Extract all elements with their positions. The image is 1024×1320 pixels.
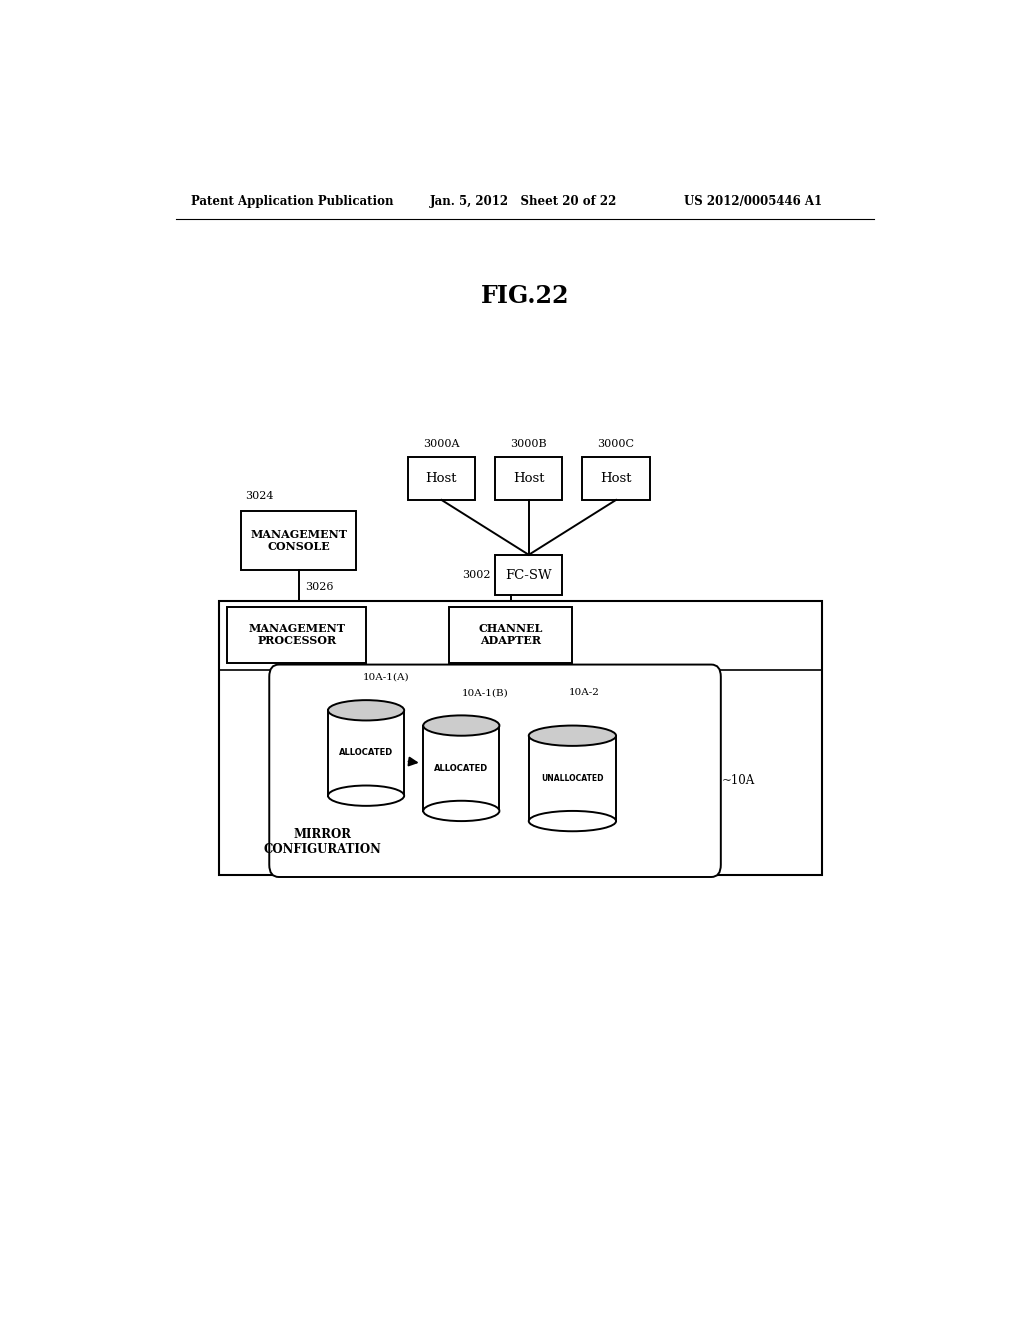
- Text: Patent Application Publication: Patent Application Publication: [191, 194, 394, 207]
- Ellipse shape: [528, 810, 616, 832]
- Text: FIG.22: FIG.22: [480, 284, 569, 308]
- Ellipse shape: [423, 715, 500, 735]
- Text: 3002: 3002: [463, 570, 492, 579]
- Bar: [583, 457, 650, 500]
- Text: ALLOCATED: ALLOCATED: [434, 764, 488, 772]
- Bar: [423, 726, 500, 810]
- Bar: [495, 554, 562, 595]
- Text: 10A-2: 10A-2: [569, 688, 600, 697]
- Text: FC-SW: FC-SW: [506, 569, 552, 582]
- Text: Host: Host: [513, 473, 545, 484]
- Bar: [495, 457, 562, 500]
- Text: 3000C: 3000C: [598, 440, 635, 449]
- Text: CHANNEL
ADAPTER: CHANNEL ADAPTER: [479, 623, 543, 647]
- Bar: [219, 601, 822, 875]
- Text: Jan. 5, 2012   Sheet 20 of 22: Jan. 5, 2012 Sheet 20 of 22: [430, 194, 616, 207]
- Bar: [408, 457, 475, 500]
- Text: US 2012/0005446 A1: US 2012/0005446 A1: [684, 194, 821, 207]
- Text: MANAGEMENT
CONSOLE: MANAGEMENT CONSOLE: [250, 529, 347, 553]
- Text: ALLOCATED: ALLOCATED: [339, 748, 393, 758]
- Text: MIRROR
CONFIGURATION: MIRROR CONFIGURATION: [263, 829, 381, 857]
- Text: Host: Host: [426, 473, 458, 484]
- Ellipse shape: [328, 700, 404, 721]
- Text: 3026: 3026: [305, 582, 334, 593]
- Text: MANAGEMENT
PROCESSOR: MANAGEMENT PROCESSOR: [248, 623, 345, 647]
- Text: Host: Host: [600, 473, 632, 484]
- Text: 3000B: 3000B: [510, 440, 547, 449]
- Bar: [227, 607, 367, 663]
- Text: 10A-1(B): 10A-1(B): [462, 688, 509, 697]
- Ellipse shape: [528, 726, 616, 746]
- Text: 10A-1(A): 10A-1(A): [362, 673, 410, 682]
- Text: 3000A: 3000A: [423, 440, 460, 449]
- Ellipse shape: [423, 801, 500, 821]
- Bar: [328, 710, 404, 796]
- Ellipse shape: [328, 785, 404, 805]
- FancyBboxPatch shape: [269, 664, 721, 876]
- Bar: [450, 607, 572, 663]
- Text: UNALLOCATED: UNALLOCATED: [541, 774, 604, 783]
- Bar: [241, 511, 356, 570]
- Text: ~10A: ~10A: [722, 774, 755, 787]
- Bar: [528, 735, 616, 821]
- Text: 3024: 3024: [245, 491, 273, 500]
